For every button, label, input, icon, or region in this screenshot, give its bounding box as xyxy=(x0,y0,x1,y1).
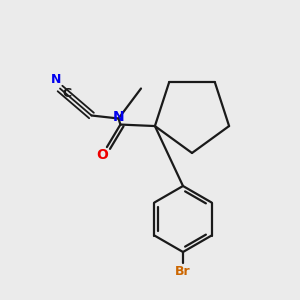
Text: O: O xyxy=(97,148,108,163)
Text: N: N xyxy=(113,110,124,124)
Text: Br: Br xyxy=(175,265,191,278)
Text: C: C xyxy=(62,87,71,101)
Text: N: N xyxy=(51,73,62,86)
